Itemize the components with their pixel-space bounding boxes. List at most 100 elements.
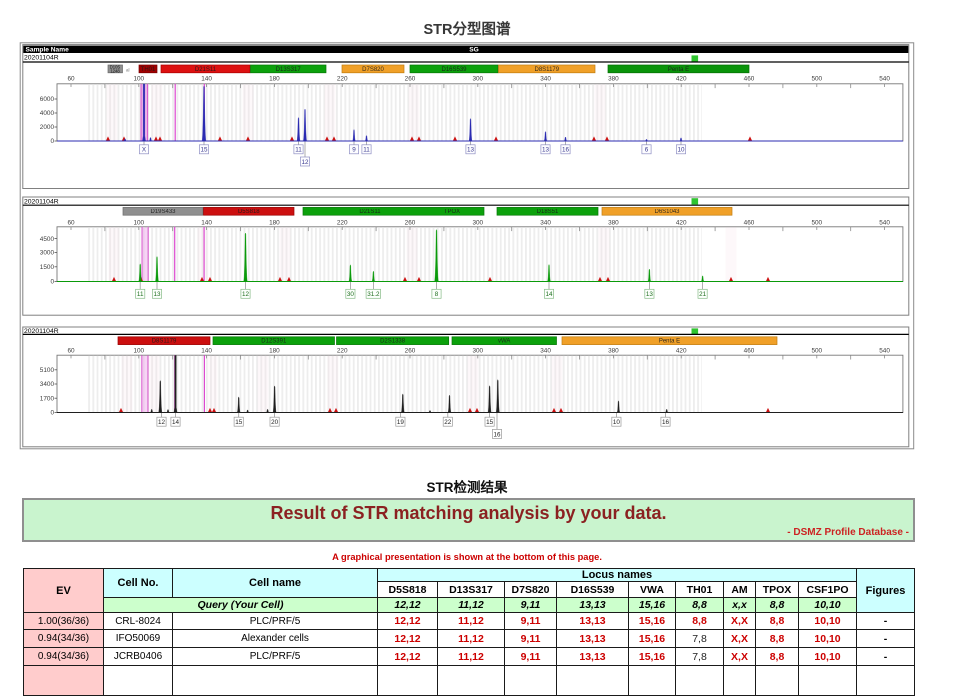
svg-text:10: 10 <box>677 147 685 154</box>
svg-text:500: 500 <box>811 76 822 83</box>
svg-text:15: 15 <box>486 419 494 426</box>
svg-text:D12S391: D12S391 <box>261 339 287 345</box>
svg-text:Penta E: Penta E <box>659 339 680 345</box>
svg-text:3000: 3000 <box>40 250 55 257</box>
svg-text:10: 10 <box>613 419 621 426</box>
svg-text:260: 260 <box>405 76 416 83</box>
svg-text:4000: 4000 <box>40 110 55 117</box>
svg-text:260: 260 <box>405 348 416 355</box>
svg-text:D2S1338: D2S1338 <box>380 339 406 345</box>
svg-text:13: 13 <box>467 147 475 154</box>
svg-text:D7S820: D7S820 <box>362 67 384 73</box>
svg-text:11: 11 <box>363 147 370 154</box>
svg-text:420: 420 <box>676 348 687 355</box>
svg-text:16: 16 <box>662 419 670 426</box>
svg-text:D16S539: D16S539 <box>441 67 467 73</box>
svg-text:460: 460 <box>744 348 755 355</box>
svg-text:D18S51: D18S51 <box>537 209 559 215</box>
svg-text:220: 220 <box>337 76 348 83</box>
svg-text:180: 180 <box>269 348 280 355</box>
svg-text:100: 100 <box>133 76 144 83</box>
svg-text:180: 180 <box>269 76 280 83</box>
svg-text:TPOX: TPOX <box>444 209 460 215</box>
svg-text:140: 140 <box>201 76 212 83</box>
svg-text:16: 16 <box>562 147 570 154</box>
svg-text:100: 100 <box>133 348 144 355</box>
svg-text:vWA: vWA <box>498 339 510 345</box>
svg-text:20201104R: 20201104R <box>24 55 59 62</box>
svg-text:380: 380 <box>608 76 619 83</box>
svg-text:1700: 1700 <box>40 395 55 402</box>
svg-text:380: 380 <box>608 219 619 226</box>
svg-text:6000: 6000 <box>40 96 55 103</box>
svg-text:D10S: D10S <box>110 65 121 70</box>
svg-text:180: 180 <box>269 219 280 226</box>
svg-text:20201104R: 20201104R <box>24 328 59 335</box>
svg-text:300: 300 <box>472 348 483 355</box>
svg-text:1248: 1248 <box>110 68 120 73</box>
svg-text:340: 340 <box>540 348 551 355</box>
svg-text:13: 13 <box>153 291 161 298</box>
svg-text:2000: 2000 <box>40 124 55 131</box>
svg-text:D8S1179: D8S1179 <box>535 67 560 73</box>
svg-text:D8S1179: D8S1179 <box>152 339 177 345</box>
svg-text:1500: 1500 <box>40 264 55 271</box>
svg-text:31.2: 31.2 <box>367 291 380 298</box>
svg-text:540: 540 <box>879 219 890 226</box>
svg-text:22: 22 <box>444 419 452 426</box>
svg-text:al: al <box>126 68 130 73</box>
svg-text:20201104R: 20201104R <box>24 199 59 206</box>
svg-text:420: 420 <box>676 219 687 226</box>
svg-text:220: 220 <box>337 219 348 226</box>
svg-text:11: 11 <box>295 147 302 154</box>
svg-text:140: 140 <box>201 219 212 226</box>
svg-text:9: 9 <box>352 147 356 154</box>
svg-text:12: 12 <box>301 159 309 166</box>
svg-text:16: 16 <box>493 431 501 438</box>
svg-text:60: 60 <box>67 219 75 226</box>
svg-text:380: 380 <box>608 348 619 355</box>
svg-text:D6S1043: D6S1043 <box>654 209 680 215</box>
svg-text:20: 20 <box>271 419 279 426</box>
svg-text:220: 220 <box>337 348 348 355</box>
svg-text:6: 6 <box>645 147 649 154</box>
svg-text:0: 0 <box>50 138 54 145</box>
svg-text:540: 540 <box>879 76 890 83</box>
svg-text:60: 60 <box>67 348 75 355</box>
svg-text:140: 140 <box>201 348 212 355</box>
svg-text:15: 15 <box>235 419 243 426</box>
svg-text:60: 60 <box>67 76 75 83</box>
svg-text:15: 15 <box>200 147 208 154</box>
svg-text:100: 100 <box>133 219 144 226</box>
svg-text:0: 0 <box>50 410 54 417</box>
svg-text:30: 30 <box>347 291 355 298</box>
svg-text:340: 340 <box>540 76 551 83</box>
svg-text:Sample Name: Sample Name <box>26 46 70 53</box>
svg-text:D5S818: D5S818 <box>238 209 260 215</box>
svg-text:4500: 4500 <box>40 236 55 243</box>
svg-text:14: 14 <box>172 419 180 426</box>
svg-text:540: 540 <box>879 348 890 355</box>
svg-text:D13S317: D13S317 <box>276 67 302 73</box>
svg-text:300: 300 <box>472 219 483 226</box>
svg-text:300: 300 <box>472 76 483 83</box>
svg-text:Penta E: Penta E <box>668 67 689 73</box>
svg-text:D21S11: D21S11 <box>195 67 217 73</box>
svg-text:420: 420 <box>676 76 687 83</box>
svg-text:SG: SG <box>469 46 479 53</box>
svg-text:11: 11 <box>137 291 144 298</box>
svg-text:19: 19 <box>397 419 405 426</box>
svg-text:X: X <box>142 147 147 154</box>
svg-text:3400: 3400 <box>40 381 55 388</box>
svg-text:12: 12 <box>158 419 166 426</box>
svg-text:500: 500 <box>811 348 822 355</box>
svg-text:5100: 5100 <box>40 367 55 374</box>
svg-text:500: 500 <box>811 219 822 226</box>
svg-text:D21S11: D21S11 <box>359 209 381 215</box>
svg-text:D19S433: D19S433 <box>150 209 176 215</box>
svg-text:13: 13 <box>542 147 550 154</box>
svg-text:8: 8 <box>435 291 439 298</box>
svg-text:TH01: TH01 <box>141 67 156 73</box>
svg-text:460: 460 <box>744 219 755 226</box>
svg-text:14: 14 <box>545 291 553 298</box>
